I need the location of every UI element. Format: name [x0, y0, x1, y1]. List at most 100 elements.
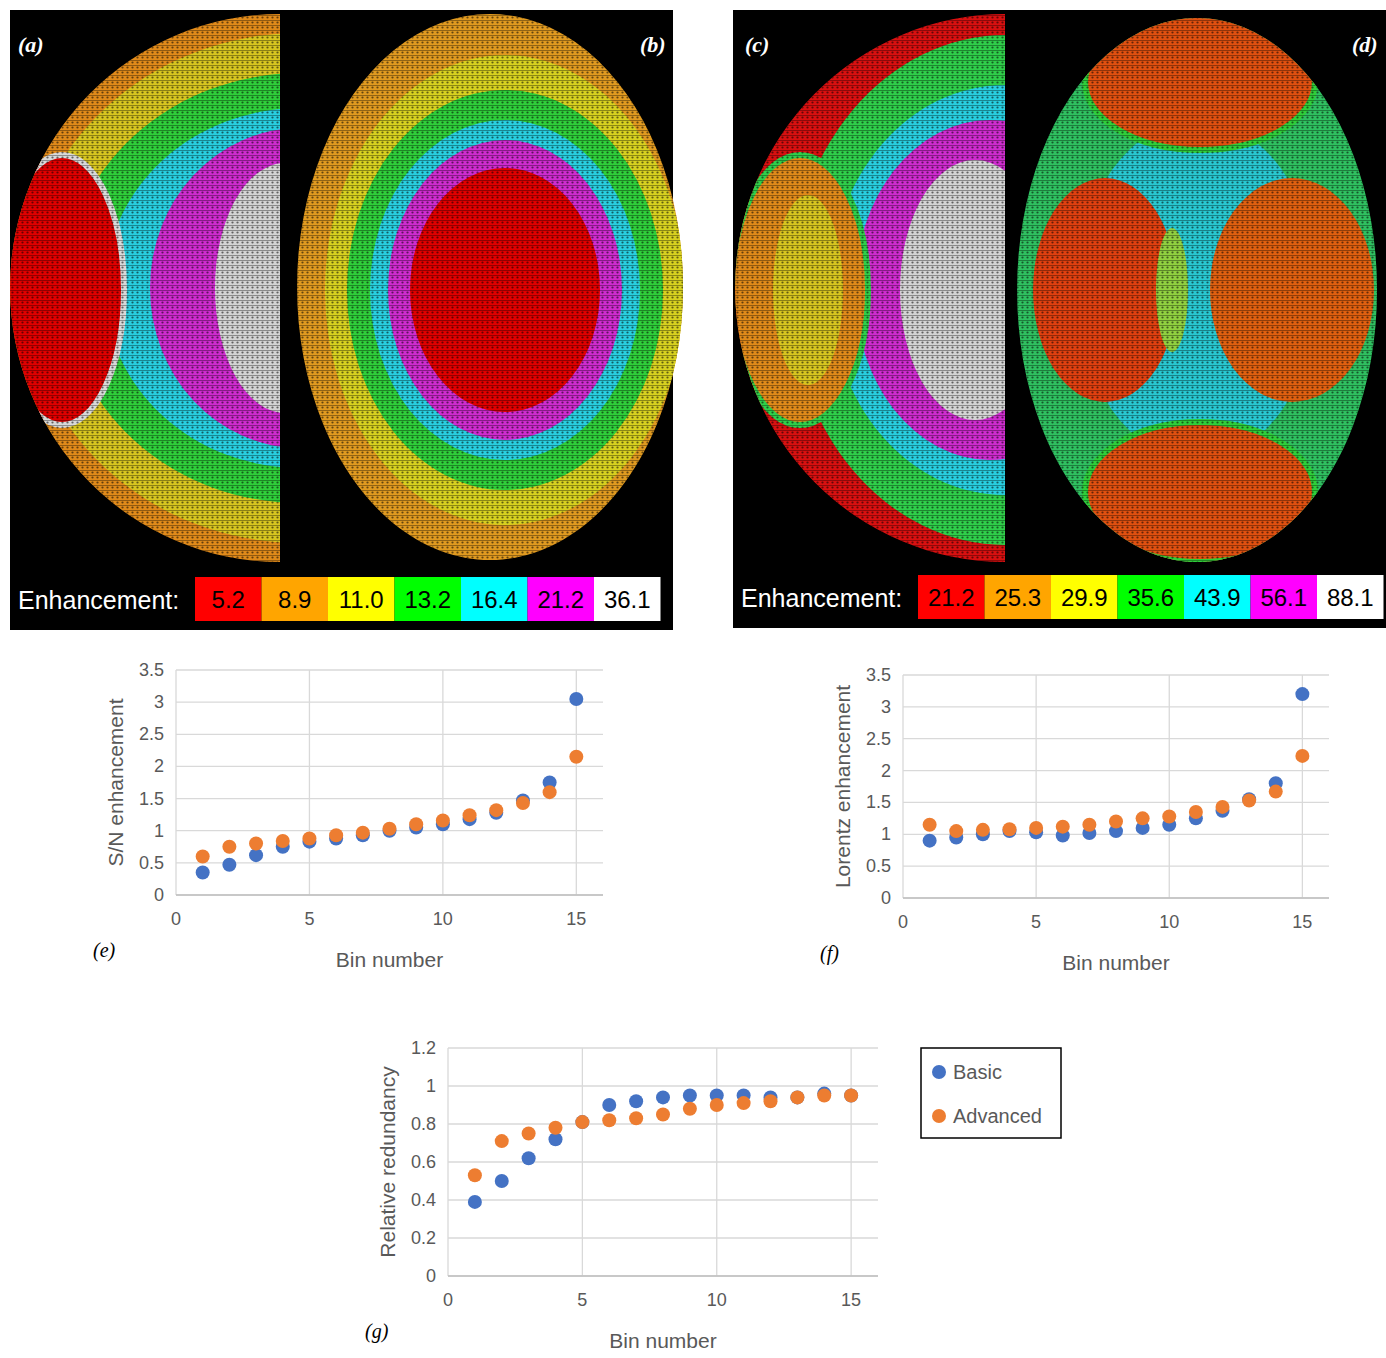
- color-value: 88.1: [1327, 584, 1374, 611]
- point: [468, 1168, 482, 1182]
- point: [302, 831, 316, 845]
- grid-line: [1169, 675, 1170, 898]
- grid-line: [582, 1048, 583, 1276]
- grid-line: [176, 862, 603, 863]
- color-swatch: [1184, 575, 1251, 619]
- point-cloud: [0, 0, 1386, 608]
- grid-line: [903, 802, 1329, 803]
- marks: [196, 692, 584, 880]
- color-value: 11.0: [339, 586, 384, 613]
- color-value: 13.2: [404, 586, 451, 613]
- tick-label: 0: [426, 1266, 436, 1286]
- grid-line: [448, 1123, 878, 1124]
- tick-label: 0.4: [411, 1190, 436, 1210]
- grid-line: [448, 1047, 878, 1048]
- point-cloud: [0, 0, 1386, 600]
- legend-box: [921, 1048, 1061, 1138]
- axis-title: Bin number: [609, 1329, 716, 1352]
- color-swatch: [328, 577, 395, 621]
- color-swatch: [195, 577, 262, 621]
- grid-line: [903, 674, 1329, 675]
- x-axis: [903, 897, 1329, 899]
- color-swatch: [528, 577, 595, 621]
- point: [1029, 821, 1043, 835]
- color-value: 21.2: [928, 584, 975, 611]
- grid-line: [903, 897, 1329, 898]
- axis-title: Lorentz enhancement: [831, 685, 854, 888]
- cloud-texture: [0, 0, 1386, 600]
- grid-line: [902, 675, 903, 898]
- color-value: 43.9: [1194, 584, 1241, 611]
- panel-letter: (d): [1352, 32, 1378, 57]
- axis-title: S/N enhancement: [104, 698, 127, 866]
- tick-label: 10: [1159, 912, 1179, 932]
- tick-label: 3: [881, 697, 891, 717]
- tick-label: 0.8: [411, 1114, 436, 1134]
- tick-label: 3.5: [866, 665, 891, 685]
- legend-label: Advanced: [953, 1105, 1042, 1127]
- tick-label: 0.6: [411, 1152, 436, 1172]
- point: [923, 834, 937, 848]
- tick-label: 0.5: [866, 856, 891, 876]
- tick-label: 5: [577, 1290, 587, 1310]
- tick-label: 5: [304, 909, 314, 929]
- point: [196, 849, 210, 863]
- point: [569, 750, 583, 764]
- panel-letter: (g): [365, 1320, 389, 1343]
- point: [817, 1089, 831, 1103]
- point: [923, 818, 937, 832]
- point: [543, 785, 557, 799]
- tick-label: 0.5: [139, 853, 164, 873]
- axis-title: Bin number: [1062, 951, 1169, 974]
- color-value: 25.3: [994, 584, 1041, 611]
- tick-label: 0: [443, 1290, 453, 1310]
- grid-line: [442, 670, 443, 895]
- point: [249, 837, 263, 851]
- color-swatch: [395, 577, 462, 621]
- point-cloud: [0, 0, 1386, 600]
- marks: [923, 687, 1310, 848]
- panel-letter: (a): [18, 32, 44, 57]
- point: [710, 1098, 724, 1112]
- legend-marker: [932, 1109, 946, 1123]
- grid-line: [1302, 675, 1303, 898]
- point: [1295, 687, 1309, 701]
- point: [463, 808, 477, 822]
- cloud-texture: [0, 0, 1386, 600]
- color-swatch: [1317, 575, 1384, 619]
- axis-title: Bin number: [336, 948, 443, 971]
- grid-line: [1035, 675, 1036, 898]
- tick-label: 0: [171, 909, 181, 929]
- grid-line: [448, 1161, 878, 1162]
- color-swatch: [1251, 575, 1318, 619]
- tick-label: 0.2: [411, 1228, 436, 1248]
- chart: 00.511.522.533.5051015S/N enhancementBin…: [93, 660, 603, 971]
- point: [683, 1102, 697, 1116]
- point: [949, 824, 963, 838]
- chart: 00.511.522.533.5051015Lorentz enhancemen…: [820, 665, 1329, 974]
- point: [602, 1113, 616, 1127]
- tick-label: 0: [154, 885, 164, 905]
- point: [1269, 785, 1283, 799]
- point: [1242, 794, 1256, 808]
- grid-line: [448, 1199, 878, 1200]
- tick-label: 2.5: [866, 729, 891, 749]
- panel-letter: (c): [745, 32, 769, 57]
- grid-line: [903, 706, 1329, 707]
- axis-title: Relative redundancy: [376, 1066, 399, 1258]
- point: [844, 1089, 858, 1103]
- grid-line: [903, 865, 1329, 866]
- point-cloud: [0, 0, 1386, 608]
- legend-marker: [932, 1065, 946, 1079]
- color-map-label: Enhancement:: [18, 586, 179, 614]
- point: [522, 1151, 536, 1165]
- point: [1003, 822, 1017, 836]
- x-axis: [448, 1275, 878, 1277]
- tick-label: 0: [881, 888, 891, 908]
- point: [1082, 818, 1096, 832]
- color-map-label: Enhancement:: [741, 584, 902, 612]
- tick-label: 1.5: [139, 789, 164, 809]
- grid-line: [448, 1085, 878, 1086]
- color-swatch: [461, 577, 528, 621]
- point: [516, 796, 530, 810]
